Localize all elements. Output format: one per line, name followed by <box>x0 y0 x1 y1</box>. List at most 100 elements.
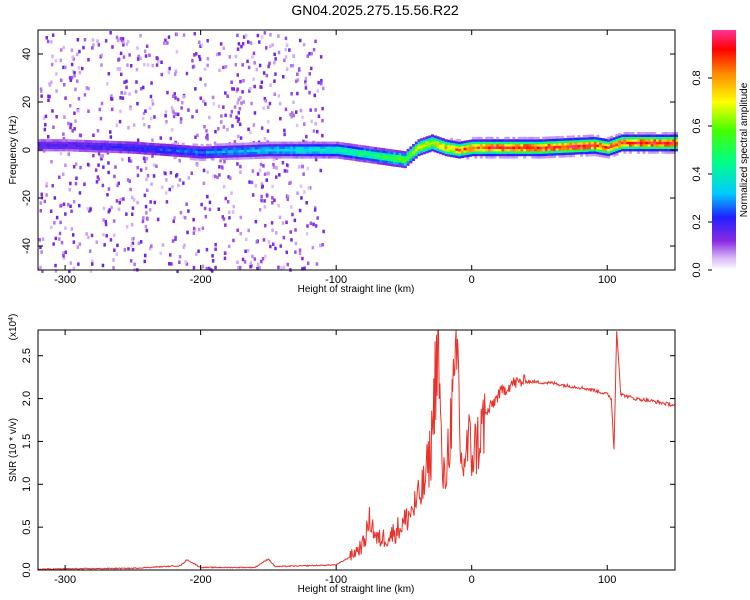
spectrogram-ridge-cell <box>390 161 394 164</box>
spectrogram-ridge-cell <box>295 153 299 157</box>
spectrogram-ridge-cell <box>271 148 275 152</box>
spectrogram-noise-cell <box>119 96 122 100</box>
spectrogram-ridge-cell <box>385 158 388 161</box>
spectrogram-ridge-cell <box>444 151 448 154</box>
spectrogram-ridge-cell <box>455 150 459 154</box>
spectrogram-noise-cell <box>73 74 76 78</box>
spectrogram-ridge-cell <box>62 146 66 149</box>
spectrogram-ridge-cell <box>675 139 678 142</box>
spectrogram-ridge-cell <box>216 145 220 149</box>
spectrogram-ridge-cell <box>127 146 131 149</box>
spectrogram-noise-cell <box>46 39 50 44</box>
spectrogram-ridge-cell <box>626 136 630 140</box>
spectrogram-noise-cell <box>104 219 107 224</box>
spectrogram-noise-cell <box>75 52 79 57</box>
spectrogram-ridge-cell <box>233 147 237 151</box>
spectrogram-ridge-cell <box>379 152 383 156</box>
spectrogram-noise-cell <box>293 218 297 223</box>
spectrogram-noise-cell <box>290 115 293 119</box>
spectrogram-noise-cell <box>214 247 217 251</box>
spectrogram-ridge-cell <box>314 146 318 149</box>
spectrogram-ridge-cell <box>62 139 66 142</box>
spectrogram-ridge-cell <box>547 143 551 147</box>
spectrogram-noise-cell <box>97 163 100 167</box>
spectrogram-noise-cell <box>146 188 149 192</box>
spectrogram-ridge-cell <box>179 152 182 155</box>
spectrogram-noise-cell <box>68 269 71 274</box>
spectrogram-ridge-cell <box>306 148 310 152</box>
spectrogram-noise-cell <box>106 151 110 155</box>
spectrogram-marks <box>38 31 678 274</box>
spectrogram-noise-cell <box>174 69 178 73</box>
spectrogram-ridge-cell <box>355 149 359 152</box>
spectrogram-ridge-cell <box>70 141 74 145</box>
spectrogram-ridge-cell <box>626 139 630 142</box>
spectrogram-ridge-cell <box>398 152 402 156</box>
spectrogram-noise-cell <box>107 72 111 76</box>
spectrogram-ridge-cell <box>520 136 524 140</box>
spectrogram-ridge-cell <box>626 148 630 152</box>
spectrogram-ridge-cell <box>569 140 573 143</box>
spectrogram-ridge-cell <box>412 153 416 157</box>
spectrogram-noise-cell <box>88 249 92 253</box>
spectrogram-noise-cell <box>251 169 255 173</box>
spectrogram-ridge-cell <box>645 136 649 140</box>
spectrogram-noise-cell <box>143 259 146 264</box>
spectrogram-noise-cell <box>211 95 215 100</box>
spectrogram-noise-cell <box>141 116 145 121</box>
spectrogram-ridge-cell <box>447 144 451 148</box>
spectrogram-ridge-cell <box>403 165 407 169</box>
spectrogram-ridge-cell <box>162 143 166 147</box>
spectrogram-ridge-cell <box>558 140 562 144</box>
spectrogram-ridge-cell <box>528 151 532 154</box>
spectrogram-ridge-cell <box>623 144 627 147</box>
spectrogram-ridge-cell <box>393 152 397 155</box>
spectrogram-noise-cell <box>116 183 119 188</box>
spectrogram-ridge-cell <box>382 155 386 158</box>
spectrogram-ridge-cell <box>214 150 218 154</box>
spectrogram-noise-cell <box>283 58 286 63</box>
spectrogram-ridge-cell <box>601 138 605 141</box>
spectrogram-ridge-cell <box>282 153 285 157</box>
spectrogram-noise-cell <box>39 209 43 213</box>
spectrogram-ridge-cell <box>385 148 388 152</box>
spectrogram-ridge-cell <box>75 142 79 145</box>
spectrogram-noise-cell <box>136 46 139 50</box>
spectrogram-ridge-cell <box>387 156 391 159</box>
spectrogram-ridge-cell <box>634 146 638 149</box>
spectrogram-ridge-cell <box>127 151 131 154</box>
spectrogram-ridge-cell <box>146 142 150 146</box>
spectrogram-ridge-cell <box>211 146 215 149</box>
spectrogram-ridge-cell <box>488 136 491 140</box>
spectrogram-ridge-cell <box>368 148 372 152</box>
spectrogram-ridge-cell <box>664 144 668 147</box>
spectrogram-ridge-cell <box>466 145 470 148</box>
spectrogram-ridge-cell <box>355 156 359 159</box>
spectrogram-ridge-cell <box>59 139 63 142</box>
spectrogram-noise-cell <box>271 196 274 200</box>
spectrogram-ridge-cell <box>271 141 275 145</box>
spectrogram-ridge-cell <box>368 153 372 156</box>
spectrogram-ridge-cell <box>203 153 207 157</box>
spectrogram-ridge-cell <box>528 153 532 157</box>
spectrogram-ridge-cell <box>531 153 535 157</box>
spectrogram-ridge-cell <box>488 148 491 152</box>
spectrogram-ridge-cell <box>455 153 459 156</box>
spectrogram-noise-cell <box>178 260 181 264</box>
spectrogram-ridge-cell <box>38 146 41 149</box>
spectrogram-ridge-cell <box>298 144 302 147</box>
spectrogram-ridge-cell <box>656 139 659 142</box>
spectrogram-ridge-cell <box>412 156 416 159</box>
spectrogram-noise-cell <box>77 109 80 113</box>
spectrogram-noise-cell <box>55 215 59 220</box>
spectrogram-ridge-cell <box>59 146 63 149</box>
spectrogram-ridge-cell <box>599 154 603 158</box>
spectrogram-ridge-cell <box>241 142 245 146</box>
spectrogram-noise-cell <box>160 60 163 64</box>
spectrogram-ridge-cell <box>379 147 383 151</box>
spectrogram-ridge-cell <box>357 156 361 160</box>
spectrogram-ridge-cell <box>241 149 245 153</box>
spectrogram-noise-cell <box>174 72 177 76</box>
spectrogram-ridge-cell <box>628 136 632 140</box>
spectrogram-noise-cell <box>304 76 308 81</box>
